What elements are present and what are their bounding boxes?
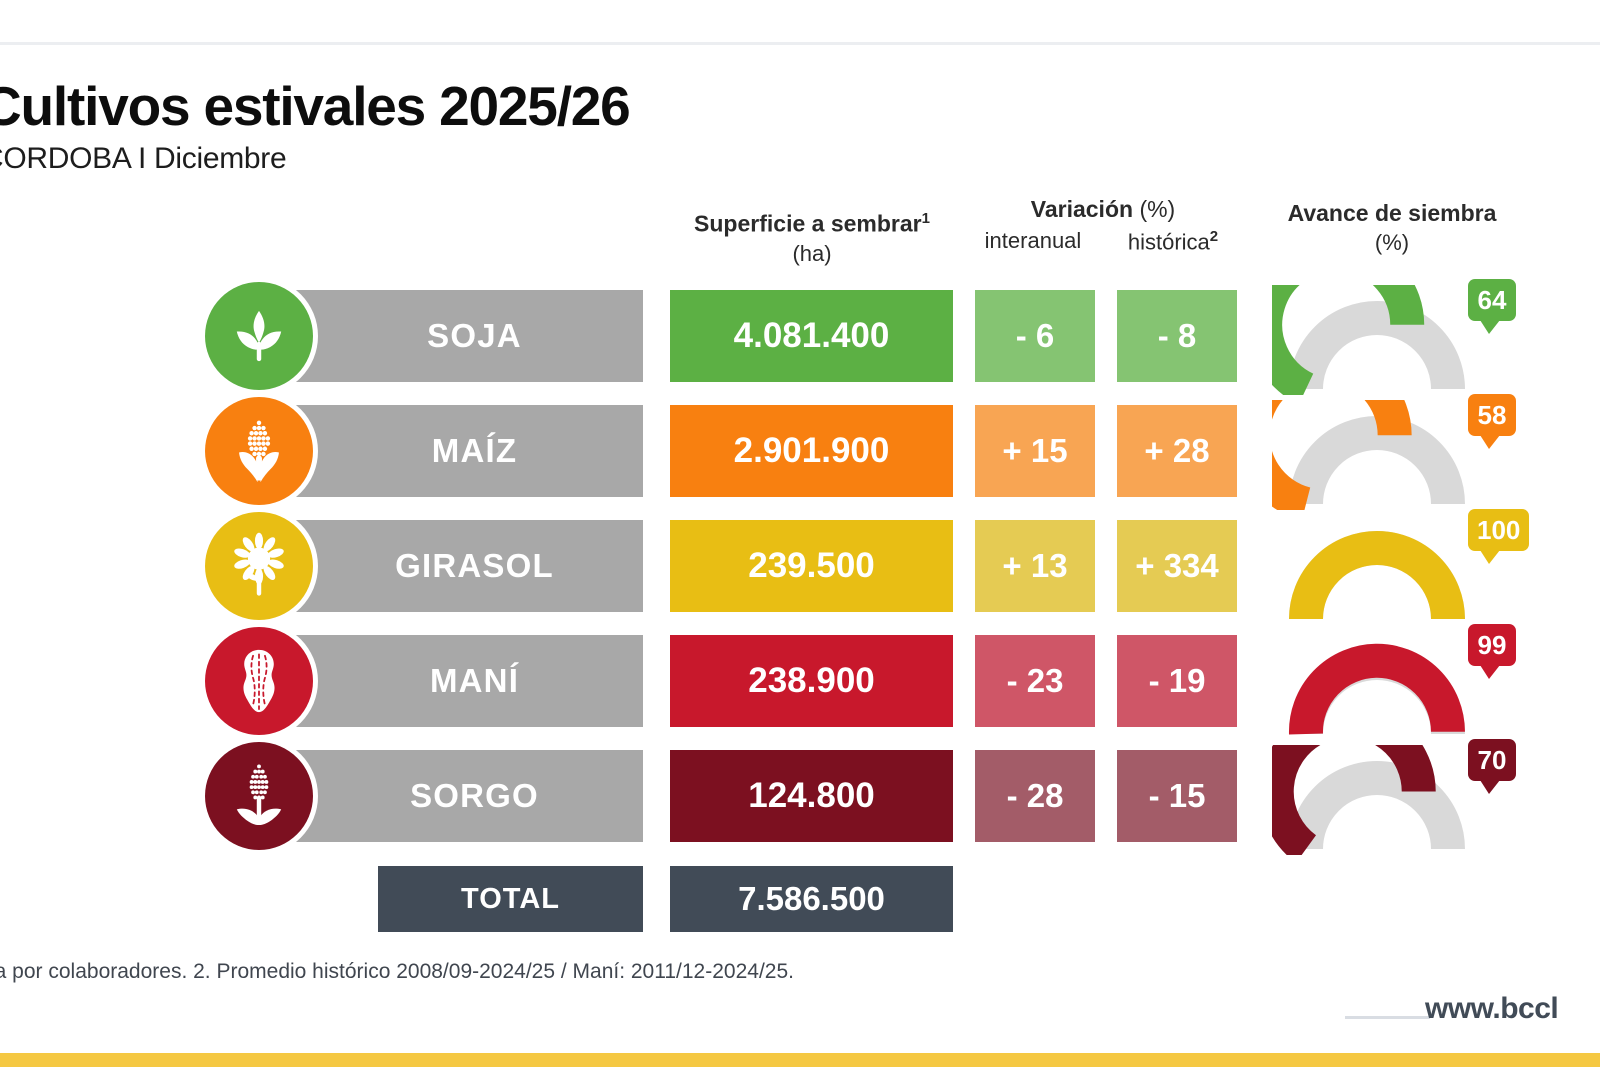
crop-name-label: GIRASOL — [395, 547, 554, 584]
footnote-marker-1: 1 — [921, 210, 930, 227]
variation-interanual-cell: - 23 — [975, 635, 1095, 727]
variation-interanual-cell: + 13 — [975, 520, 1095, 612]
area-value: 4.081.400 — [733, 316, 890, 355]
total-row: TOTAL 7.586.500 — [0, 866, 1600, 932]
table-row: GIRASOL 239.500 + 13 + 334 — [0, 507, 1600, 622]
crop-rows: SOJA 4.081.400 - 6 - 8 64 MAÍZ — [0, 277, 1600, 855]
table-row: MAÍZ 2.901.900 + 15 + 28 58 — [0, 392, 1600, 510]
crop-name-label: MANÍ — [429, 662, 520, 699]
column-header-variacion-unit: (%) — [1139, 196, 1176, 222]
sowing-progress-gauge: 58 — [1272, 394, 1516, 510]
crop-name-label: SOJA — [427, 317, 522, 354]
column-header-variacion-label: Variación — [1030, 196, 1134, 222]
variation-interanual-value: - 23 — [1006, 662, 1064, 699]
crop-name-bar: SORGO — [258, 750, 643, 842]
website-url: www.bccl — [1425, 992, 1559, 1025]
column-header-superficie: Superficie a sembrar1 (ha) — [667, 210, 957, 267]
sowing-progress-gauge: 100 — [1272, 509, 1530, 625]
progress-badge: 99 — [1468, 624, 1516, 679]
column-header-historica: histórica2 — [1127, 228, 1219, 255]
total-value: 7.586.500 — [670, 866, 953, 932]
variation-historica-cell: + 334 — [1117, 520, 1237, 612]
header: Cultivos estivales 2025/26 CORDOBA I Dic… — [0, 78, 982, 176]
area-value: 2.901.900 — [733, 431, 890, 470]
table-row: SORGO 124.800 - 28 - 15 70 — [0, 737, 1600, 855]
area-cell: 239.500 — [670, 520, 953, 612]
variation-historica-value: + 334 — [1135, 547, 1219, 584]
area-cell: 238.900 — [670, 635, 953, 727]
progress-badge-value: 64 — [1477, 285, 1507, 315]
crop-name-bar: MAÍZ — [258, 405, 643, 497]
corn-cob-icon — [205, 397, 313, 505]
progress-badge-value: 70 — [1477, 745, 1507, 775]
total-label: TOTAL — [378, 866, 643, 932]
column-header-avance: Avance de siembra (%) — [1262, 200, 1522, 256]
footnote-marker-2: 2 — [1209, 228, 1219, 245]
sowing-progress-gauge: 64 — [1272, 279, 1516, 395]
variation-interanual-value: - 28 — [1006, 777, 1064, 814]
area-cell: 124.800 — [670, 750, 953, 842]
area-cell: 4.081.400 — [670, 290, 953, 382]
column-header-avance-unit: (%) — [1374, 230, 1410, 255]
column-header-variacion: Variación (%) — [963, 196, 1243, 223]
progress-badge-value: 58 — [1477, 400, 1507, 430]
variation-historica-value: - 8 — [1157, 317, 1197, 354]
variacion-subheaders: interanual histórica2 — [963, 228, 1243, 255]
variation-historica-cell: + 28 — [1117, 405, 1237, 497]
crop-name-bar: SOJA — [258, 290, 643, 382]
area-value: 238.900 — [748, 661, 875, 700]
variation-interanual-cell: - 28 — [975, 750, 1095, 842]
variation-historica-cell: - 19 — [1117, 635, 1237, 727]
crop-name-label: MAÍZ — [431, 432, 518, 469]
variation-interanual-value: - 6 — [1015, 317, 1055, 354]
variation-interanual-cell: + 15 — [975, 405, 1095, 497]
progress-badge: 100 — [1468, 509, 1530, 564]
crop-name-bar: GIRASOL — [258, 520, 643, 612]
footnote-text: la por colaboradores. 2. Promedio histór… — [0, 960, 794, 983]
variation-interanual-cell: - 6 — [975, 290, 1095, 382]
page-title: Cultivos estivales 2025/26 — [0, 75, 631, 137]
variation-historica-value: + 28 — [1144, 432, 1210, 469]
area-cell: 2.901.900 — [670, 405, 953, 497]
crop-name-label: SORGO — [410, 777, 539, 814]
progress-badge-value: 100 — [1477, 515, 1521, 545]
variation-interanual-value: + 13 — [1002, 547, 1068, 584]
bottom-divider — [1345, 1016, 1430, 1019]
soybean-sprout-icon — [205, 282, 313, 390]
area-value: 239.500 — [748, 546, 875, 585]
variation-historica-cell: - 8 — [1117, 290, 1237, 382]
sowing-progress-gauge: 99 — [1272, 624, 1516, 740]
column-headers: Superficie a sembrar1 (ha) Variación (%)… — [0, 196, 1600, 272]
area-value: 124.800 — [748, 776, 875, 815]
table-row: MANÍ 238.900 - 23 - 19 99 — [0, 622, 1600, 737]
variation-historica-value: - 15 — [1148, 777, 1206, 814]
top-divider — [0, 42, 1600, 45]
variation-historica-cell: - 15 — [1117, 750, 1237, 842]
sorghum-icon — [205, 742, 313, 850]
peanut-icon — [205, 627, 313, 735]
crop-name-bar: MANÍ — [258, 635, 643, 727]
page-subtitle: CORDOBA I Diciembre — [0, 142, 287, 176]
progress-badge-value: 99 — [1477, 630, 1507, 660]
variation-interanual-value: + 15 — [1002, 432, 1068, 469]
progress-badge: 70 — [1468, 739, 1516, 794]
sunflower-icon — [205, 512, 313, 620]
column-header-superficie-label: Superficie a sembrar — [694, 210, 922, 237]
progress-badge: 58 — [1468, 394, 1516, 449]
column-header-interanual: interanual — [984, 228, 1082, 253]
sowing-progress-gauge: 70 — [1272, 739, 1516, 855]
variation-historica-value: - 19 — [1148, 662, 1206, 699]
progress-badge: 64 — [1468, 279, 1516, 334]
bottom-accent-bar — [0, 1053, 1600, 1067]
table-row: SOJA 4.081.400 - 6 - 8 64 — [0, 277, 1600, 395]
column-header-superficie-unit: (ha) — [792, 240, 832, 266]
column-header-avance-label: Avance de siembra — [1287, 200, 1497, 226]
